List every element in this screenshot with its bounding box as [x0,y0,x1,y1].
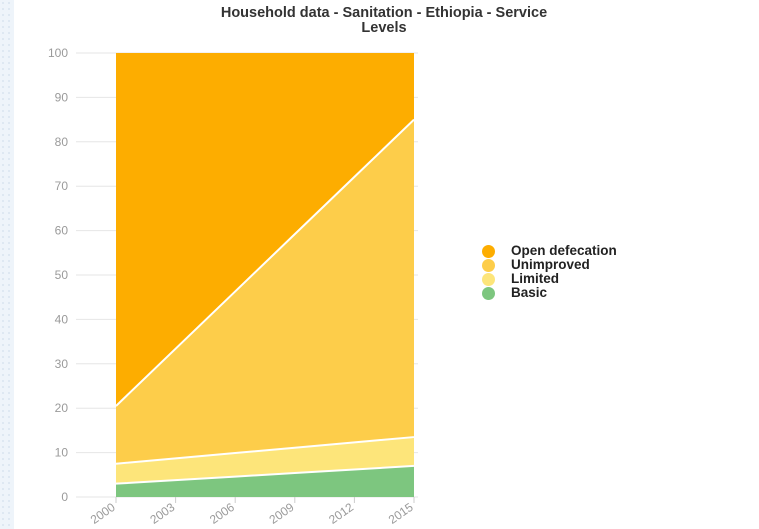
x-tick-label: 2003 [147,500,177,527]
y-tick-label: 60 [55,224,69,238]
x-tick-label: 2000 [88,500,118,527]
x-tick-label: 2006 [207,500,237,527]
area-open-defecation [116,53,414,406]
y-tick-label: 20 [55,401,69,415]
legend-item-open-defecation[interactable]: Open defecation [482,244,617,258]
y-tick-label: 0 [61,490,68,504]
legend-item-limited[interactable]: Limited [482,272,617,286]
y-tick-label: 50 [55,268,69,282]
y-tick-label: 70 [55,179,69,193]
legend-item-basic[interactable]: Basic [482,286,617,300]
area-unimproved [116,119,414,464]
x-tick-label: 2012 [326,500,356,527]
legend-label: Open defecation [511,243,617,258]
legend-swatch [482,286,495,300]
x-tick-label: 2015 [386,500,416,527]
chart-title: Household data - Sanitation - Ethiopia -… [220,5,548,36]
y-tick-label: 40 [55,312,69,326]
y-tick-label: 30 [55,357,69,371]
legend-swatch [482,272,495,286]
y-tick-label: 80 [55,135,69,149]
legend: Open defecation Unimproved Limited Basic [482,244,617,300]
y-tick-label: 100 [48,46,68,60]
legend-item-unimproved[interactable]: Unimproved [482,258,617,272]
legend-label: Limited [511,271,560,286]
y-tick-label: 90 [55,90,69,104]
series-boundary-unimproved [115,118,415,407]
legend-swatch [482,258,495,272]
series-boundary-basic [115,464,415,485]
area-limited [116,437,414,484]
x-tick-label: 2009 [267,500,297,527]
y-tick-label: 10 [55,446,69,460]
legend-swatch [482,244,495,258]
legend-label: Unimproved [511,257,590,272]
series-boundary-limited [115,436,415,465]
area-basic [116,465,414,497]
legend-label: Basic [511,285,548,300]
